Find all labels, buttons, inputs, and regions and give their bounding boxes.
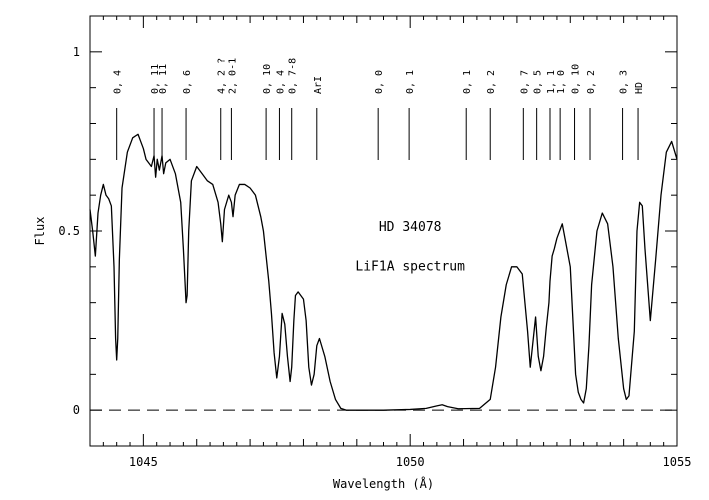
line-id-label: 0, 0 xyxy=(374,70,385,94)
line-id-label: 0, 11 xyxy=(158,64,169,94)
line-id-label: 0, 4 xyxy=(113,70,124,94)
y-tick-label: 0 xyxy=(73,403,80,417)
line-id-label: 0, 11 xyxy=(150,64,161,94)
x-axis-label: Wavelength (Å) xyxy=(333,476,434,491)
axis-tick-labels: 1045 1050 1055 0 0.5 1 xyxy=(58,45,691,469)
x-tick-label: 1055 xyxy=(663,455,692,469)
line-id-label: 0, 1 xyxy=(405,70,416,94)
line-id-label: HD xyxy=(634,82,645,94)
x-tick-label: 1045 xyxy=(129,455,158,469)
line-id-label: 0, 1 xyxy=(462,70,473,94)
line-id-label: 0, 3 xyxy=(619,70,630,94)
line-id-label: 0, 2 xyxy=(486,70,497,94)
line-id-label: ArI xyxy=(313,76,324,94)
line-id-label: 0, 2 xyxy=(586,70,597,94)
spectrum-series-line xyxy=(89,133,678,411)
line-id-label: 0, 7 xyxy=(519,70,530,94)
y-tick-label: 0.5 xyxy=(58,224,80,238)
line-id-label: 0, 7-8 xyxy=(288,58,299,94)
line-id-label: 1, 0 xyxy=(556,70,567,94)
line-id-label: 2, 0-1 xyxy=(227,58,238,94)
annotation-spectrum-name: LiF1A spectrum xyxy=(355,259,465,274)
line-id-label: 0, 10 xyxy=(571,64,582,94)
line-id-label: 0, 10 xyxy=(262,64,273,94)
x-tick-label: 1050 xyxy=(396,455,425,469)
y-axis-label: Flux xyxy=(33,217,47,246)
line-id-label: 0, 5 xyxy=(533,70,544,94)
annotation-star-name: HD 34078 xyxy=(379,220,442,235)
line-id-label: 4, 2 ? xyxy=(217,58,228,94)
line-id-label: 0, 6 xyxy=(182,70,193,94)
line-id-label: 0, 4 xyxy=(275,70,286,94)
y-tick-label: 1 xyxy=(73,45,80,59)
line-id-label: 1, 1 xyxy=(546,70,557,94)
